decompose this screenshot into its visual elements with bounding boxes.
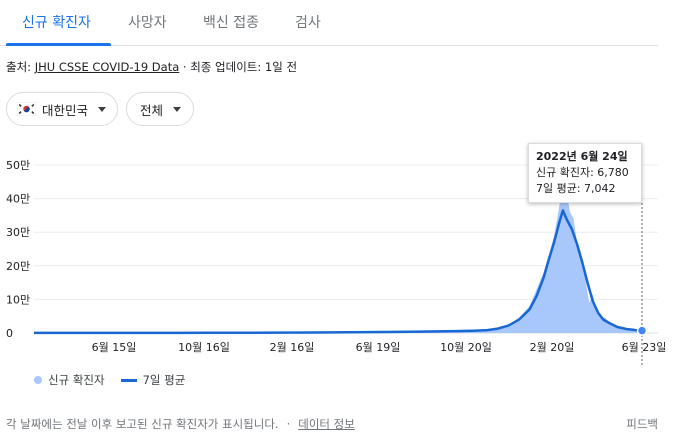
tab-deaths[interactable]: 사망자 bbox=[128, 15, 167, 31]
korea-flag-icon bbox=[17, 102, 36, 116]
tab-vaccination[interactable]: 백신 접종 bbox=[203, 15, 259, 31]
cases-chart[interactable]: 0 10만 20만 30만 40만 50만 6월 15일 10월 16일 2월 16일 6월 19… bbox=[0, 140, 700, 365]
x-tick-label: 2월 20일 bbox=[530, 340, 575, 354]
footer-text: 각 날짜에는 전날 이후 보고된 신규 확진자가 표시됩니다. bbox=[6, 417, 279, 431]
y-tick-label: 30만 bbox=[6, 226, 30, 239]
source-prefix: 출처: bbox=[6, 60, 35, 74]
tab-testing[interactable]: 검사 bbox=[295, 15, 321, 31]
seven-day-average-line bbox=[34, 209, 643, 335]
tooltip-average: 7일 평균: 7,042 bbox=[536, 182, 616, 195]
chart-legend: 신규 확진자 7일 평균 bbox=[34, 372, 185, 388]
line-legend-swatch bbox=[120, 378, 137, 382]
hover-marker bbox=[636, 325, 648, 336]
footer-separator: · bbox=[286, 417, 291, 431]
y-tick-label: 0 bbox=[6, 327, 13, 340]
x-tick-label: 6월 19일 bbox=[356, 340, 401, 354]
last-updated: · 최종 업데이트: 1일 전 bbox=[179, 60, 298, 74]
x-tick-label: 2월 16일 bbox=[270, 340, 315, 354]
chart-tooltip: 2022년 6월 24일 신규 확진자: 6,780 7일 평균: 7,042 bbox=[528, 143, 642, 203]
x-tick-label: 10월 16일 bbox=[178, 340, 230, 354]
metric-tabs: 신규 확진자 사망자 백신 접종 검사 bbox=[0, 0, 658, 46]
x-tick-label: 6월 23일 bbox=[622, 340, 667, 354]
source-link[interactable]: JHU CSSE COVID-19 Data bbox=[34, 60, 180, 74]
data-info-link[interactable]: 데이터 정보 bbox=[298, 417, 355, 431]
y-tick-label: 20만 bbox=[6, 260, 30, 273]
range-value: 전체 bbox=[140, 102, 164, 118]
active-tab-indicator bbox=[6, 43, 111, 46]
bars-legend-swatch bbox=[34, 376, 42, 384]
chevron-down-icon bbox=[173, 106, 182, 112]
tab-new-cases[interactable]: 신규 확진자 bbox=[22, 15, 91, 31]
y-tick-label: 40만 bbox=[6, 193, 30, 206]
footer-note: 각 날짜에는 전날 이후 보고된 신규 확진자가 표시됩니다. · 데이터 정보 bbox=[6, 416, 355, 432]
x-tick-label: 6월 15일 bbox=[92, 340, 137, 354]
tooltip-date: 2022년 6월 24일 bbox=[536, 150, 628, 163]
daily-cases-area bbox=[34, 185, 642, 333]
feedback-link[interactable]: 피드백 bbox=[626, 417, 658, 431]
y-tick-label: 50만 bbox=[6, 159, 30, 172]
source-line: 출처: JHU CSSE COVID-19 Data · 최종 업데이트: 1일… bbox=[6, 59, 297, 75]
x-tick-label: 10월 20일 bbox=[440, 340, 492, 354]
region-value: 대한민국 bbox=[42, 102, 89, 118]
legend-new-cases: 신규 확진자 bbox=[48, 373, 105, 387]
tooltip-new-cases: 신규 확진자: 6,780 bbox=[536, 166, 629, 179]
region-dropdown[interactable]: 대한민국 bbox=[6, 92, 118, 126]
y-tick-label: 10만 bbox=[6, 293, 30, 306]
range-dropdown[interactable]: 전체 bbox=[126, 92, 194, 126]
legend-7day-average: 7일 평균 bbox=[142, 373, 186, 387]
chevron-down-icon bbox=[98, 106, 107, 112]
